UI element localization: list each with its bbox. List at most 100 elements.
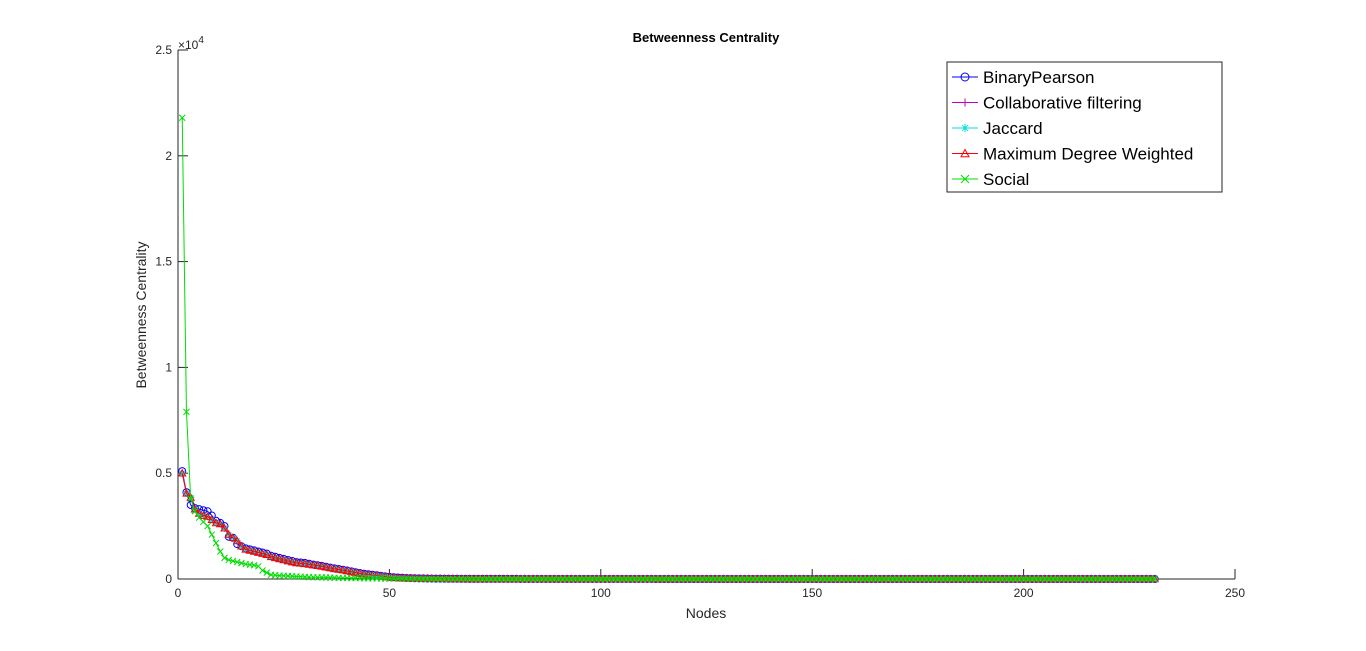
data-point-marker: [296, 558, 305, 567]
x-tick-label: 100: [591, 586, 611, 600]
x-marker: [960, 174, 970, 184]
triangle-marker: [960, 148, 970, 158]
x-tick-label: 50: [383, 586, 397, 600]
legend-entry: BinaryPearson: [952, 68, 1095, 87]
legend-label: Social: [983, 170, 1029, 189]
data-point-marker: [238, 559, 245, 567]
x-marker: [212, 539, 220, 547]
data-point-marker: [207, 515, 217, 524]
triangle-marker: [351, 568, 360, 576]
x-marker: [187, 495, 195, 502]
data-point-marker: [191, 507, 199, 515]
y-tick-label: 2.5: [155, 43, 172, 57]
data-point-marker: [423, 574, 432, 582]
y-axis-ticks: 0 0.5 1 1.5 2 2.5: [155, 43, 188, 586]
data-point-marker: [275, 554, 284, 563]
x-marker: [229, 557, 237, 565]
data-point-marker: [401, 573, 411, 582]
data-point-marker: [300, 559, 310, 568]
y-tick-label: 1: [165, 360, 172, 374]
data-point-marker: [224, 530, 234, 538]
data-point-marker: [287, 557, 297, 566]
legend-box: [946, 61, 1223, 193]
data-point-marker: [208, 531, 216, 538]
triangle-marker: [304, 559, 314, 568]
y-tick-label: 0.5: [155, 466, 172, 480]
legend-entry: Collaborative filtering: [952, 94, 1142, 113]
data-point-marker: [435, 574, 445, 583]
data-point-marker: [262, 550, 272, 558]
x-marker: [263, 569, 271, 577]
x-tick-label: 250: [1225, 586, 1245, 600]
x-tick-label: 0: [175, 586, 182, 600]
x-marker: [178, 114, 186, 122]
triangle-marker: [363, 570, 373, 578]
data-point-marker: [204, 522, 211, 530]
x-marker: [208, 531, 216, 538]
triangle-marker: [423, 574, 432, 582]
data-point-marker: [220, 523, 229, 532]
x-marker: [191, 507, 199, 515]
x-tick-label: 150: [802, 586, 822, 600]
data-point-marker: [258, 549, 267, 557]
data-point-marker: [313, 561, 322, 569]
data-point-marker: [233, 558, 241, 566]
triangle-marker: [435, 574, 445, 583]
triangle-marker: [283, 556, 293, 565]
data-point-marker: [308, 560, 318, 569]
data-point-marker: [359, 569, 369, 578]
triangle-marker: [359, 569, 369, 578]
data-point-marker: [342, 566, 352, 575]
series-social: [178, 114, 1159, 583]
x-marker: [259, 567, 266, 574]
data-point-marker: [177, 468, 187, 477]
triangle-marker: [325, 563, 335, 572]
data-point-marker: [178, 469, 186, 477]
x-marker: [250, 561, 258, 569]
legend-label: Jaccard: [983, 119, 1043, 138]
data-point-marker: [187, 495, 195, 502]
y-tick-label: 1.5: [155, 255, 172, 269]
triangle-marker: [249, 546, 259, 555]
triangle-marker: [203, 512, 212, 520]
data-point-marker: [418, 573, 428, 582]
triangle-marker: [401, 573, 411, 582]
triangle-marker: [182, 488, 191, 497]
data-point-marker: [270, 553, 280, 562]
triangle-marker: [258, 549, 267, 557]
triangle-marker: [418, 573, 428, 582]
legend-entry: Maximum Degree Weighted: [952, 145, 1193, 164]
data-point-marker: [221, 554, 228, 562]
data-point-marker: [440, 574, 449, 583]
triangle-marker: [431, 574, 441, 582]
legend-entries: BinaryPearson Collaborative filtering Jacc…: [952, 68, 1193, 189]
data-point-marker: [363, 570, 373, 578]
legend: BinaryPearson Collaborative filtering Jacc…: [946, 61, 1223, 193]
data-point-marker: [194, 508, 204, 517]
data-point-marker: [279, 555, 289, 564]
data-point-marker: [225, 556, 233, 564]
triangle-marker: [346, 567, 356, 576]
data-point-marker: [237, 541, 246, 550]
triangle-marker: [321, 562, 331, 571]
data-point-marker: [406, 573, 415, 582]
triangle-marker: [237, 541, 246, 550]
x-axis-label: Nodes: [686, 605, 726, 621]
plus-marker: [961, 98, 969, 107]
triangle-marker: [338, 565, 348, 574]
data-point-marker: [215, 519, 225, 528]
triangle-marker: [292, 558, 301, 567]
triangle-marker: [224, 530, 234, 538]
legend-entry: Social: [952, 170, 1029, 189]
x-axis-ticks: 0 50 100 150 200 250: [175, 569, 1245, 600]
x-marker: [183, 408, 190, 416]
data-point-marker: [960, 72, 970, 82]
x-marker: [238, 559, 245, 567]
data-point-marker: [321, 562, 331, 571]
triangle-marker: [330, 564, 339, 573]
data-point-marker: [960, 148, 970, 158]
legend-label: BinaryPearson: [983, 68, 1095, 87]
legend-label: Maximum Degree Weighted: [983, 145, 1193, 164]
triangle-marker: [440, 574, 449, 583]
triangle-marker: [245, 545, 255, 554]
